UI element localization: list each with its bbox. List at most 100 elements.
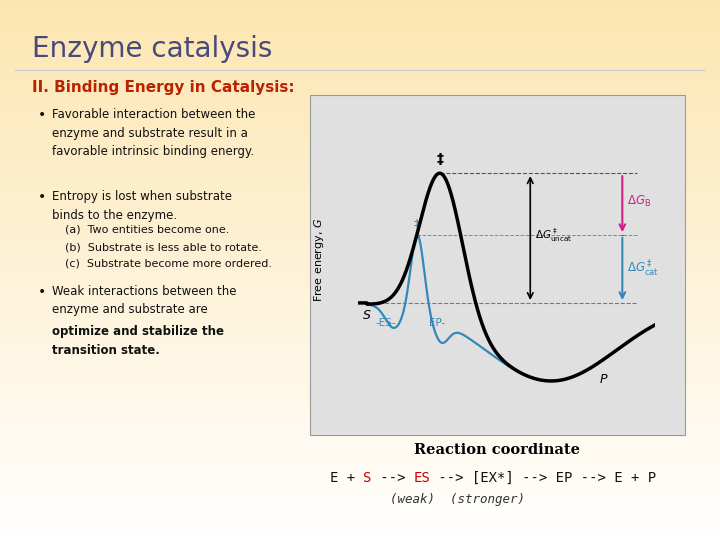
Bar (0, 96, 720, 97)
Bar (0, 209, 720, 211)
Bar (0, 32, 720, 34)
Bar (0, 312, 720, 313)
Bar (0, 128, 720, 130)
Bar (0, 185, 720, 187)
Bar (0, 124, 720, 126)
Text: Favorable interaction between the
enzyme and substrate result in a
favorable int: Favorable interaction between the enzyme… (52, 108, 256, 158)
Bar (0, 12, 720, 15)
Bar (0, 443, 720, 444)
Bar (0, 77, 720, 79)
Bar (0, 54, 720, 56)
Bar (0, 509, 720, 511)
Bar (0, 319, 720, 320)
Text: (b)  Substrate is less able to rotate.: (b) Substrate is less able to rotate. (65, 242, 262, 252)
Bar (0, 104, 720, 106)
Bar (0, 497, 720, 498)
Bar (0, 119, 720, 120)
Bar (0, 277, 720, 279)
Bar (0, 279, 720, 281)
Bar (0, 76, 720, 77)
Bar (0, 69, 720, 70)
Bar (0, 131, 720, 133)
Bar (0, 293, 720, 295)
Bar (0, 135, 720, 137)
Bar (0, 329, 720, 331)
Bar (0, 20, 720, 22)
Bar (0, 515, 720, 517)
Text: (a)  Two entities become one.: (a) Two entities become one. (65, 225, 230, 235)
Bar (0, 158, 720, 160)
Bar (0, 484, 720, 486)
Bar (0, 243, 720, 245)
Bar (0, 214, 720, 216)
Bar (0, 459, 720, 461)
Bar (0, 92, 720, 93)
Bar (0, 169, 720, 171)
Bar (0, 34, 720, 36)
Bar (0, 106, 720, 108)
Bar (0, 27, 720, 29)
Bar (0, 290, 720, 292)
Bar (0, 93, 720, 96)
Bar (0, 207, 720, 209)
Bar (0, 389, 720, 390)
Bar (0, 423, 720, 425)
Bar (0, 421, 720, 423)
Bar (0, 340, 720, 342)
Bar (0, 193, 720, 194)
Bar (0, 407, 720, 409)
Bar (0, 173, 720, 174)
Bar (0, 265, 720, 266)
Bar (0, 200, 720, 201)
Bar (0, 396, 720, 398)
Bar (0, 234, 720, 236)
Bar (0, 45, 720, 47)
Bar (0, 525, 720, 528)
Bar (0, 383, 720, 385)
Bar (0, 428, 720, 430)
Bar (0, 223, 720, 225)
Bar (0, 59, 720, 61)
Bar (0, 79, 720, 81)
Bar (0, 18, 720, 20)
Bar (0, 416, 720, 417)
Bar (0, 393, 720, 394)
Bar (0, 133, 720, 135)
Bar (0, 250, 720, 252)
Bar (0, 427, 720, 428)
Bar (0, 349, 720, 351)
Bar (0, 486, 720, 488)
Bar (0, 36, 720, 38)
Bar (0, 174, 720, 177)
Bar (0, 7, 720, 9)
Bar (0, 326, 720, 328)
Text: $\Delta G_{\mathrm{B}}$: $\Delta G_{\mathrm{B}}$ (627, 194, 651, 209)
Bar (0, 477, 720, 479)
Bar (0, 178, 720, 180)
Bar (0, 439, 720, 441)
Bar (0, 29, 720, 31)
Bar (0, 218, 720, 220)
Text: ‡: ‡ (436, 152, 443, 166)
Bar (0, 455, 720, 457)
Bar (0, 522, 720, 524)
Bar (0, 301, 720, 302)
Bar (0, 15, 720, 16)
Bar (0, 363, 720, 366)
Bar (0, 286, 720, 288)
Text: E +: E + (330, 471, 364, 485)
Bar (0, 227, 720, 228)
Bar (0, 144, 720, 146)
Bar (0, 97, 720, 99)
Bar (0, 86, 720, 88)
Text: •: • (38, 285, 46, 299)
Bar (0, 248, 720, 250)
Bar (0, 317, 720, 319)
Bar (0, 437, 720, 439)
Bar (0, 479, 720, 481)
Bar (0, 450, 720, 452)
Text: Enzyme catalysis: Enzyme catalysis (32, 35, 272, 63)
Bar (0, 385, 720, 387)
Bar (0, 454, 720, 455)
Bar (0, 463, 720, 464)
